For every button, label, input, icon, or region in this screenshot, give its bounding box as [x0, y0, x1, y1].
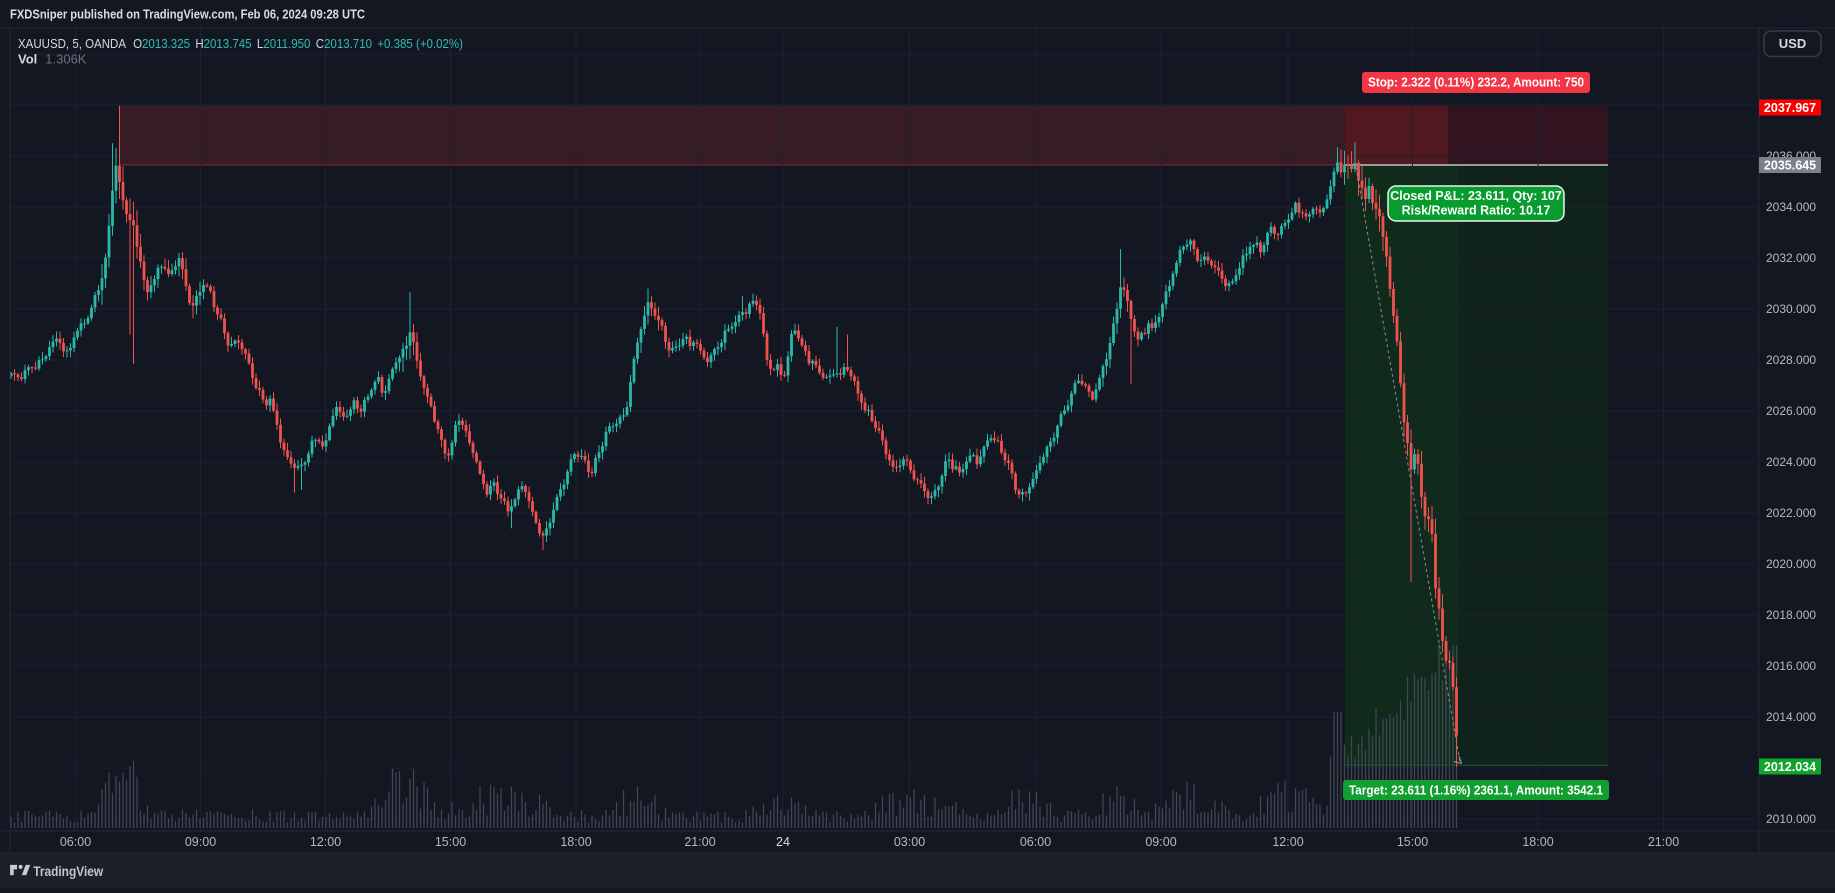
svg-text:Risk/Reward Ratio: 10.17: Risk/Reward Ratio: 10.17	[1402, 204, 1551, 218]
svg-text:2028.000: 2028.000	[1766, 353, 1816, 367]
svg-text:18:00: 18:00	[560, 835, 591, 849]
svg-text:21:00: 21:00	[684, 835, 715, 849]
svg-text:Target: 23.611 (1.16%) 2361.1,: Target: 23.611 (1.16%) 2361.1, Amount: 3…	[1349, 783, 1603, 798]
svg-text:18:00: 18:00	[1522, 835, 1553, 849]
svg-text:24: 24	[776, 835, 790, 849]
svg-text:12:00: 12:00	[310, 835, 341, 849]
svg-text:2012.034: 2012.034	[1764, 760, 1816, 774]
svg-text:15:00: 15:00	[1397, 835, 1428, 849]
svg-text:2016.000: 2016.000	[1766, 659, 1816, 673]
svg-text:2018.000: 2018.000	[1766, 608, 1816, 622]
svg-text:Closed P&L: 23.611, Qty: 107: Closed P&L: 23.611, Qty: 107	[1390, 189, 1562, 203]
svg-text:XAUUSD, 5, OANDAO2013.325H2013: XAUUSD, 5, OANDAO2013.325H2013.745L2011.…	[18, 36, 463, 51]
svg-text:2034.000: 2034.000	[1766, 200, 1816, 214]
svg-text:15:00: 15:00	[435, 835, 466, 849]
svg-text:2014.000: 2014.000	[1766, 710, 1816, 724]
svg-text:21:00: 21:00	[1648, 835, 1679, 849]
svg-text:09:00: 09:00	[1145, 835, 1176, 849]
svg-text:TradingView: TradingView	[33, 863, 103, 879]
svg-text:Stop: 2.322 (0.11%) 232.2, Amo: Stop: 2.322 (0.11%) 232.2, Amount: 750	[1368, 75, 1584, 90]
svg-text:2032.000: 2032.000	[1766, 251, 1816, 265]
svg-text:12:00: 12:00	[1272, 835, 1303, 849]
svg-text:2030.000: 2030.000	[1766, 302, 1816, 316]
svg-text:03:00: 03:00	[894, 835, 925, 849]
svg-text:2010.000: 2010.000	[1766, 812, 1816, 826]
svg-text:USD: USD	[1779, 36, 1806, 51]
svg-text:2026.000: 2026.000	[1766, 404, 1816, 418]
svg-text:09:00: 09:00	[185, 835, 216, 849]
svg-text:2037.967: 2037.967	[1764, 101, 1816, 115]
svg-text:2022.000: 2022.000	[1766, 506, 1816, 520]
svg-text:FXDSniper published on Trading: FXDSniper published on TradingView.com, …	[10, 7, 366, 22]
svg-text:06:00: 06:00	[60, 835, 91, 849]
svg-text:06:00: 06:00	[1020, 835, 1051, 849]
svg-text:2035.645: 2035.645	[1764, 158, 1816, 172]
svg-text:2020.000: 2020.000	[1766, 557, 1816, 571]
svg-text:2024.000: 2024.000	[1766, 455, 1816, 469]
